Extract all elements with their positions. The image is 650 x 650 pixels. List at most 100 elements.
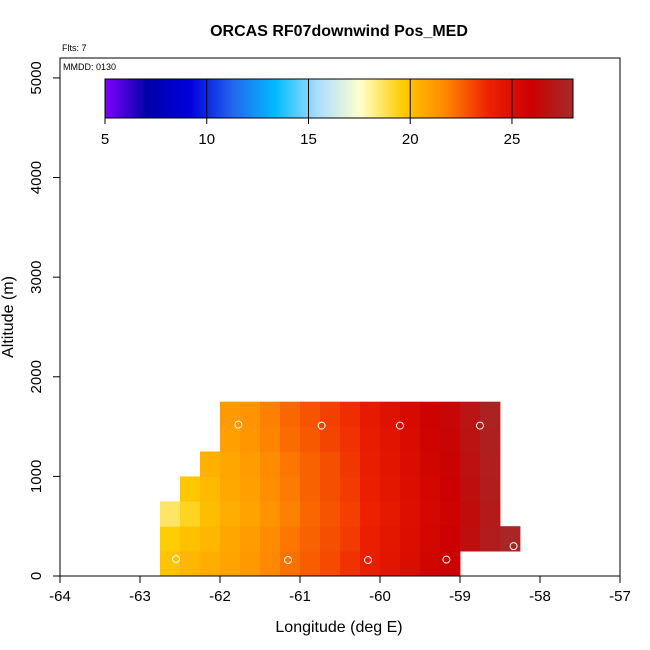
heatmap-cell — [420, 526, 441, 552]
heatmap-cell — [340, 426, 361, 452]
heatmap-cell — [220, 426, 241, 452]
heatmap-cell — [380, 426, 401, 452]
heatmap-cell — [460, 426, 481, 452]
heatmap-cell — [380, 476, 401, 502]
colorbar-tick-label: 25 — [504, 131, 521, 148]
heatmap-cell — [260, 451, 281, 477]
heatmap-cell — [360, 476, 381, 502]
y-tick-label: 2000 — [28, 360, 45, 393]
heatmap-cell — [480, 426, 501, 452]
heatmap-cell — [340, 501, 361, 527]
heatmap-cell — [380, 451, 401, 477]
heatmap-cell — [300, 526, 321, 552]
y-tick-label: 1000 — [28, 460, 45, 493]
heatmap-cell — [160, 526, 181, 552]
colorbar-ticks: 5 10 15 20 25 — [101, 79, 520, 148]
heatmap-cell — [300, 401, 321, 427]
heatmap-cell — [340, 476, 361, 502]
heatmap-cell — [440, 426, 461, 452]
heatmap-cell — [440, 551, 461, 577]
x-tick-label: -62 — [209, 588, 231, 605]
heatmap-cell — [440, 501, 461, 527]
heatmap-cell — [180, 526, 201, 552]
heatmap-cell — [440, 401, 461, 427]
heatmap-cell — [380, 526, 401, 552]
heatmap-cell — [320, 501, 341, 527]
colorbar-tick-label: 20 — [402, 131, 419, 148]
heatmap-cell — [240, 401, 261, 427]
heatmap-cell — [280, 501, 301, 527]
heatmap-cell — [300, 501, 321, 527]
heatmap-cell — [320, 526, 341, 552]
sample-point — [234, 420, 243, 429]
heatmap-cell — [480, 451, 501, 477]
x-tick-label: -59 — [449, 588, 471, 605]
heatmap-cell — [420, 551, 441, 577]
x-axis: -64 -63 -62 -61 -60 -59 -58 -57 — [49, 576, 631, 605]
sample-point — [442, 555, 451, 564]
heatmap-cell — [220, 451, 241, 477]
x-tick-label: -57 — [609, 588, 631, 605]
heatmap-cell — [400, 501, 421, 527]
heatmap-cell — [420, 426, 441, 452]
heatmap-cell — [220, 551, 241, 577]
y-tick-label: 4000 — [28, 161, 45, 194]
heatmap-cell — [240, 551, 261, 577]
heatmap-cell — [340, 451, 361, 477]
heatmap-cell — [280, 426, 301, 452]
heatmap-cell — [440, 476, 461, 502]
flights-label: Flts: 7 — [62, 43, 87, 53]
heatmap-cell — [460, 501, 481, 527]
heatmap-cell — [420, 401, 441, 427]
heatmap-cell — [480, 501, 501, 527]
heatmap-cell — [280, 451, 301, 477]
heatmap-cell — [220, 476, 241, 502]
x-axis-label: Longitude (deg E) — [275, 619, 402, 636]
x-tick-label: -60 — [369, 588, 391, 605]
heatmap-cell — [240, 451, 261, 477]
heatmap-cell — [300, 426, 321, 452]
heatmap-cell — [500, 526, 521, 552]
sample-point — [476, 421, 484, 430]
heatmap-cell — [200, 526, 221, 552]
date-label: MMDD: 0130 — [63, 62, 116, 72]
y-tick-label: 5000 — [28, 61, 45, 94]
heatmap-cell — [480, 401, 501, 427]
heatmap-cell — [260, 551, 281, 577]
heatmap-cell — [160, 551, 181, 577]
heatmap-cell — [380, 401, 401, 427]
heatmap-cell — [240, 426, 261, 452]
heatmap-cell — [320, 451, 341, 477]
y-tick-label: 3000 — [28, 260, 45, 293]
sample-point — [396, 421, 404, 430]
colorbar-tick-label: 10 — [198, 131, 215, 148]
heatmap-cell — [360, 451, 381, 477]
heatmap-cell — [460, 401, 481, 427]
y-axis-label: Altitude (m) — [0, 276, 17, 358]
heatmap-cell — [220, 401, 241, 427]
heatmap-cell — [460, 476, 481, 502]
chart-title: ORCAS RF07downwind Pos_MED — [210, 23, 468, 40]
heatmap-cell — [320, 551, 341, 577]
heatmap-cell — [180, 551, 201, 577]
heatmap-cell — [260, 401, 281, 427]
heatmap-cell — [280, 476, 301, 502]
heatmap-cell — [360, 401, 381, 427]
heatmap-cell — [460, 526, 481, 552]
heatmap-cell — [200, 451, 221, 477]
colorbar-tick-label: 5 — [101, 131, 109, 148]
colorbar — [104, 78, 574, 119]
heatmap-cell — [460, 451, 481, 477]
x-tick-label: -63 — [129, 588, 151, 605]
heatmap-cell — [180, 501, 201, 527]
heatmap-cell — [440, 526, 461, 552]
heatmap-cell — [220, 526, 241, 552]
heatmap-cell — [240, 526, 261, 552]
heatmap-cell — [260, 501, 281, 527]
heatmap-cell — [200, 476, 221, 502]
sample-point — [317, 421, 326, 430]
heatmap-cell — [400, 551, 421, 577]
heatmap-cell — [360, 551, 381, 577]
sample-points — [172, 420, 518, 565]
